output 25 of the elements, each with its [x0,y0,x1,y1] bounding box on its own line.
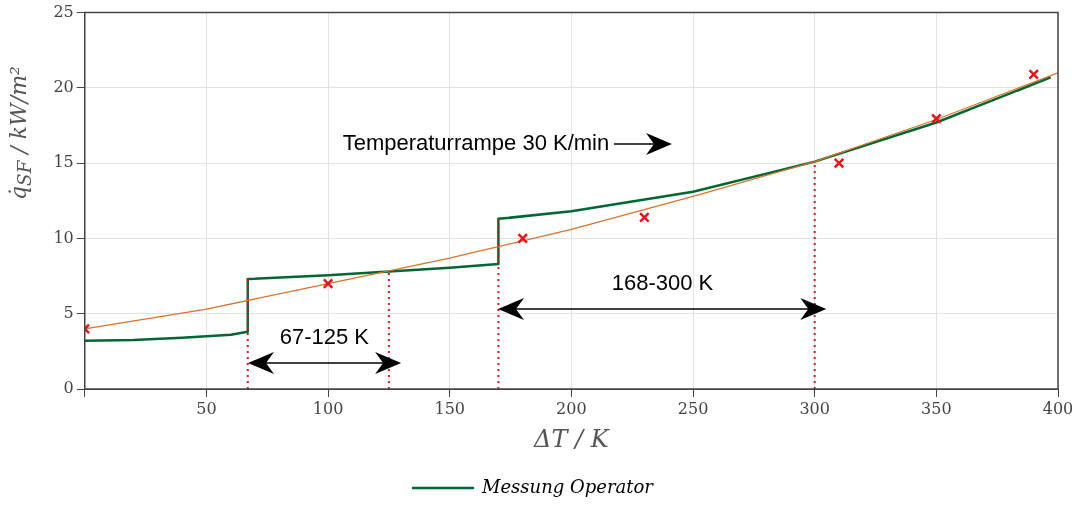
y-tick-label: 0 [63,378,74,398]
annotation: 168-300 K [611,269,714,295]
x-tick-label: 100 [312,398,344,418]
x-tick-label: 250 [677,398,709,418]
x-tick-label: 350 [921,398,952,418]
point [638,211,650,223]
y-tick-label: 10 [53,227,74,247]
y-tick-label: 15 [53,152,74,172]
x-tick-label: 400 [1042,398,1074,418]
y-tick-label: 20 [53,77,74,97]
x-tick-label: 50 [196,398,217,418]
point [1028,68,1040,80]
annotation: Temperaturrampe 30 K/min [342,130,610,156]
point [833,157,845,169]
point [930,113,942,125]
point [517,232,529,244]
x-tick-label: 200 [556,398,587,418]
y-tick-label: 25 [53,1,74,21]
legend-label: Messung Operator [481,475,655,497]
x-axis-title: ΔT / K [533,424,611,453]
x-tick-label: 300 [799,398,830,418]
point [322,278,334,290]
annotation: 67-125 K [279,323,370,349]
y-tick-label: 5 [63,302,74,322]
x-tick-label: 150 [434,398,465,418]
